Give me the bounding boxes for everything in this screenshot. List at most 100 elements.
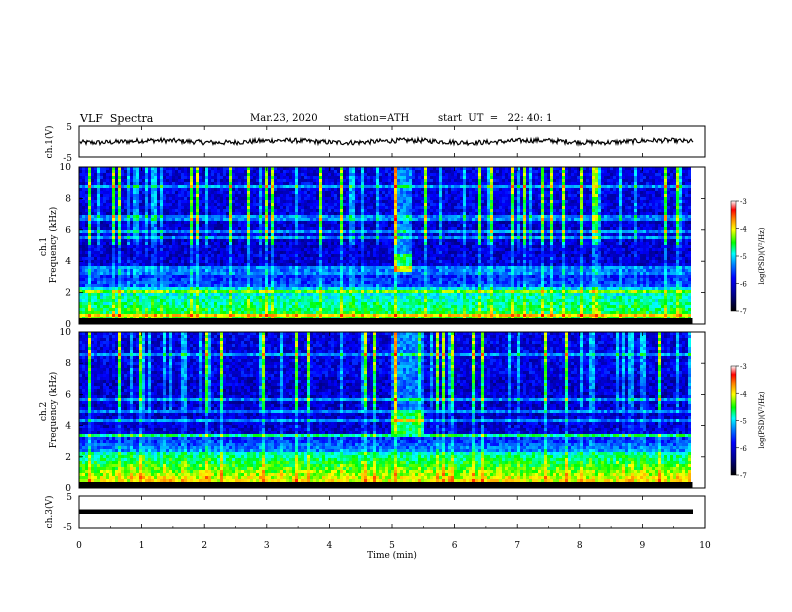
spectrogram-cell	[388, 203, 391, 206]
spectrogram-cell	[541, 230, 544, 233]
spectrogram-cell	[106, 188, 109, 191]
spectrogram-cell	[127, 200, 130, 203]
spectrogram-cell	[148, 179, 151, 182]
spectrogram-cell	[409, 185, 412, 188]
spectrogram-cell	[547, 227, 550, 230]
spectrogram-cell	[403, 188, 406, 191]
spectrogram-cell	[187, 197, 190, 200]
spectrogram-cell	[211, 239, 214, 242]
spectrogram-cell	[304, 194, 307, 197]
spectrogram-cell	[100, 167, 103, 170]
spectrogram-cell	[406, 176, 409, 179]
spectrogram-cell	[154, 218, 157, 221]
spectrogram-cell	[127, 209, 130, 212]
spectrogram-cell	[301, 236, 304, 239]
spectrogram-cell	[547, 179, 550, 182]
spectrogram-cell	[637, 167, 640, 170]
spectrogram-cell	[94, 218, 97, 221]
spectrogram-cell	[79, 221, 82, 224]
spectrogram-cell	[622, 188, 625, 191]
spectrogram-cell	[181, 236, 184, 239]
spectrogram-cell	[430, 179, 433, 182]
spectrogram-cell	[472, 191, 475, 194]
spectrogram-cell	[259, 188, 262, 191]
spectrogram-cell	[679, 209, 682, 212]
spectrogram-cell	[244, 179, 247, 182]
spectrogram-cell	[667, 233, 670, 236]
spectrogram-cell	[547, 182, 550, 185]
spectrogram-cell	[499, 206, 502, 209]
spectrogram-cell	[229, 188, 232, 191]
spectrogram-cell	[583, 224, 586, 227]
spectrogram-cell	[307, 176, 310, 179]
spectrogram-cell	[343, 236, 346, 239]
spectrogram-cell	[121, 230, 124, 233]
spectrogram-cell	[214, 194, 217, 197]
spectrogram-cell	[583, 194, 586, 197]
spectrogram-cell	[604, 197, 607, 200]
spectrogram-cell	[637, 197, 640, 200]
spectrogram-cell	[574, 221, 577, 224]
spectrogram-cell	[181, 170, 184, 173]
spectrogram-cell	[265, 215, 268, 218]
spectrogram-cell	[532, 227, 535, 230]
spectrogram-cell	[637, 233, 640, 236]
spectrogram-cell	[418, 188, 421, 191]
spectrogram-cell	[334, 203, 337, 206]
spectrogram-cell	[382, 170, 385, 173]
spectrogram-cell	[553, 209, 556, 212]
spectrogram-cell	[274, 218, 277, 221]
spectrogram-cell	[328, 221, 331, 224]
spectrogram-cell	[433, 188, 436, 191]
spectrogram-cell	[598, 203, 601, 206]
spectrogram-cell	[184, 218, 187, 221]
spectrogram-cell	[637, 191, 640, 194]
spectrogram-cell	[331, 191, 334, 194]
spectrogram-cell	[334, 185, 337, 188]
spectrogram-cell	[244, 230, 247, 233]
spectrogram-cell	[277, 185, 280, 188]
spectrogram-cell	[457, 215, 460, 218]
spectrogram-cell	[295, 236, 298, 239]
spectrogram-cell	[190, 206, 193, 209]
spectrogram-cell	[484, 188, 487, 191]
spectrogram-cell	[232, 218, 235, 221]
spectrogram-cell	[550, 209, 553, 212]
spectrogram-cell	[589, 203, 592, 206]
spectrogram-cell	[505, 197, 508, 200]
spectrogram-cell	[244, 173, 247, 176]
spectrogram-cell	[181, 218, 184, 221]
spectrogram-cell	[115, 215, 118, 218]
spectrogram-cell	[436, 218, 439, 221]
spectrogram-cell	[196, 221, 199, 224]
spectrogram-cell	[529, 236, 532, 239]
spectrogram-cell	[127, 203, 130, 206]
spectrogram-cell	[565, 221, 568, 224]
spectrogram-cell	[439, 191, 442, 194]
spectrogram-cell	[526, 212, 529, 215]
spectrogram-cell	[202, 182, 205, 185]
spectrogram-cell	[253, 200, 256, 203]
spectrogram-cell	[385, 221, 388, 224]
spectrogram-cell	[577, 176, 580, 179]
spectrogram-cell	[466, 185, 469, 188]
spectrogram-cell	[145, 191, 148, 194]
spectrogram-cell	[295, 197, 298, 200]
spectrogram-cell	[196, 209, 199, 212]
spectrogram-cell	[112, 194, 115, 197]
spectrogram-cell	[250, 236, 253, 239]
spectrogram-cell	[475, 170, 478, 173]
spectrogram-cell	[676, 191, 679, 194]
spectrogram-cell	[154, 173, 157, 176]
spectrogram-cell	[583, 167, 586, 170]
spectrogram-cell	[127, 236, 130, 239]
spectrogram-cell	[655, 230, 658, 233]
spectrogram-cell	[337, 191, 340, 194]
spectrogram-cell	[544, 194, 547, 197]
spectrogram-cell	[322, 194, 325, 197]
spectrogram-cell	[505, 215, 508, 218]
spectrogram-cell	[142, 203, 145, 206]
spectrogram-cell	[145, 197, 148, 200]
spectrogram-cell	[241, 173, 244, 176]
spectrogram-cell	[268, 194, 271, 197]
